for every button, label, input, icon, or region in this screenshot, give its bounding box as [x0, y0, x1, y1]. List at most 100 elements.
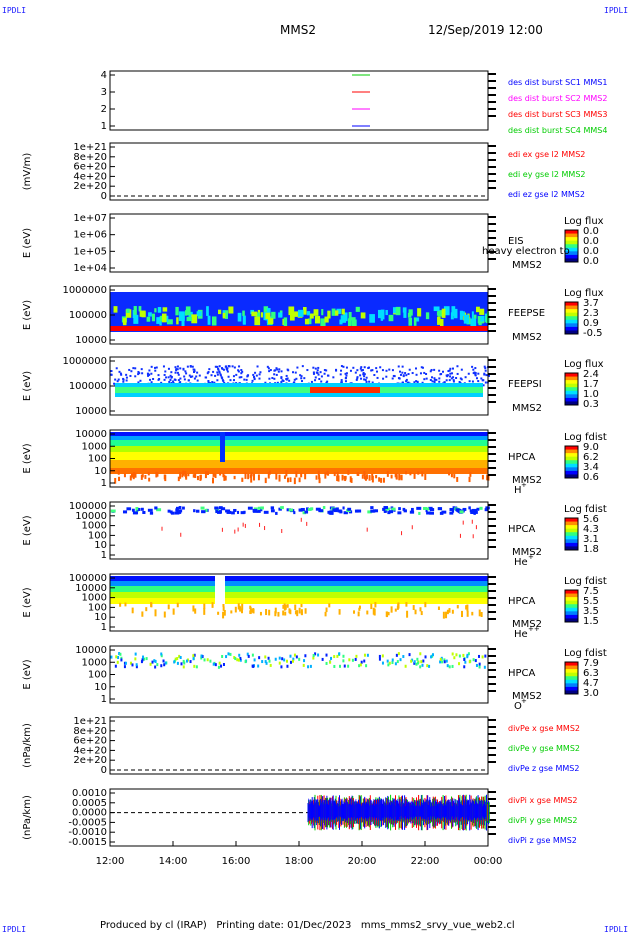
colorbar-tick-label: 1.8 — [583, 544, 599, 555]
heatmap-cell — [177, 373, 180, 376]
heatmap-cell — [483, 365, 486, 368]
heatmap-cell — [370, 369, 373, 372]
heatmap-cell — [388, 314, 394, 322]
heatmap-cell — [485, 374, 488, 377]
heatmap-cell — [446, 374, 449, 377]
y-tick-label: 6e+20 — [73, 736, 107, 747]
heatmap-cell — [134, 472, 137, 478]
heatmap-cell — [478, 665, 481, 669]
heatmap-cell — [298, 657, 301, 661]
colorbar-cell — [565, 683, 578, 688]
heatmap-cell — [191, 365, 194, 368]
heatmap-cell — [365, 380, 368, 383]
heatmap-cell — [245, 378, 248, 381]
heatmap-cell — [243, 378, 246, 381]
heatmap-cell — [240, 369, 243, 372]
heatmap-cell — [456, 605, 459, 609]
heatmap-cell — [267, 471, 270, 479]
heatmap-cell — [122, 377, 125, 380]
y-tick-label: 4e+20 — [73, 171, 107, 182]
heatmap-cell — [411, 525, 413, 530]
colorbar-cell — [565, 470, 578, 475]
heatmap-cell — [388, 368, 391, 371]
heatmap-cell — [370, 509, 375, 513]
heatmap-cell — [287, 369, 290, 372]
heatmap-cell — [232, 379, 235, 382]
heatmap-cell — [395, 653, 398, 657]
heatmap-cell — [252, 664, 255, 668]
heatmap-cell — [237, 370, 240, 373]
heatmap-cell — [203, 658, 206, 662]
heatmap-cell — [429, 370, 432, 373]
heatmap-cell — [220, 507, 226, 511]
heatmap-cell — [114, 664, 117, 668]
panel-frame — [109, 213, 489, 273]
heatmap-cell — [302, 511, 307, 515]
heatmap-cell — [370, 603, 373, 610]
heatmap-cell — [472, 658, 475, 662]
heatmap-cell — [413, 381, 416, 384]
heatmap-cell — [214, 365, 217, 368]
heatmap-cell — [184, 370, 187, 373]
heatmap-cell — [174, 366, 177, 369]
colorbar-cell — [565, 600, 578, 605]
colorbar-tick-label: 0.0 — [583, 256, 599, 267]
heatmap-cell — [474, 367, 477, 370]
legend-label: des dist burst SC4 MMS4 — [508, 126, 607, 135]
heatmap-cell — [415, 373, 418, 376]
heatmap-cell — [360, 312, 366, 319]
heatmap-cell — [325, 661, 328, 665]
heatmap-cell — [461, 311, 465, 316]
heatmap-cell — [268, 609, 271, 616]
y-tick-label: 8e+20 — [73, 726, 107, 737]
heatmap-cell — [154, 369, 157, 372]
heatmap-cell — [314, 316, 321, 324]
heatmap-cell — [456, 372, 459, 375]
heatmap-cell — [131, 508, 135, 512]
heatmap-cell — [377, 309, 382, 319]
heatmap-cell — [451, 609, 454, 614]
colorbar-cell — [565, 686, 578, 691]
heatmap-cell — [381, 661, 384, 665]
colorbar-cell — [565, 456, 578, 461]
heatmap-cell — [289, 660, 292, 664]
heatmap-cell — [347, 318, 352, 327]
heatmap-cell — [446, 664, 449, 668]
heatmap-cell — [451, 652, 454, 656]
footer-text: Produced by cl (IRAP) Printing date: 01/… — [100, 920, 515, 931]
colorbar-cell — [565, 467, 578, 472]
heatmap-cell — [430, 368, 433, 371]
heatmap-cell — [465, 605, 468, 610]
heatmap-cell — [283, 658, 286, 662]
colorbar-cell — [565, 460, 578, 465]
colorbar-tick-label: 6.2 — [583, 452, 599, 463]
y-tick-label: 10000 — [75, 645, 107, 656]
heatmap-cell — [414, 609, 417, 615]
heatmap-cell — [167, 509, 171, 513]
colorbar-tick-label: 4.3 — [583, 524, 599, 535]
y-axis-label: E (eV) — [22, 443, 33, 473]
heatmap-cell — [333, 509, 338, 513]
heatmap-cell — [307, 507, 312, 511]
heatmap-cell — [198, 374, 201, 377]
heatmap-cell — [455, 653, 458, 657]
heatmap-cell — [125, 373, 128, 376]
colorbar-frame — [564, 372, 579, 406]
heatmap-cell — [314, 379, 317, 382]
heatmap-cell — [304, 608, 307, 614]
heatmap-cell — [351, 317, 356, 326]
legend-label: des dist burst SC1 MMS1 — [508, 78, 607, 87]
heatmap-cell — [278, 368, 281, 371]
heatmap-cell — [462, 520, 464, 525]
heatmap-cell — [374, 602, 377, 608]
heatmap-cell — [425, 509, 428, 513]
species-label: He — [514, 629, 528, 640]
corner-label-top-right: IPDLI — [604, 6, 629, 15]
heatmap-cell — [203, 608, 206, 615]
heatmap-cell — [259, 371, 262, 374]
heatmap-cell — [466, 610, 469, 617]
heatmap-cell — [265, 609, 268, 616]
heatmap-cell — [269, 369, 272, 372]
heatmap-cell — [151, 313, 156, 322]
heatmap-cell — [119, 602, 122, 607]
